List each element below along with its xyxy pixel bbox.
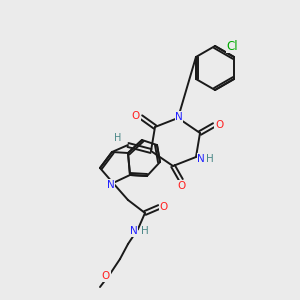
Text: N: N xyxy=(130,226,138,236)
Text: N: N xyxy=(197,154,205,164)
Text: O: O xyxy=(215,120,223,130)
Text: Cl: Cl xyxy=(226,40,238,52)
Text: O: O xyxy=(102,271,110,281)
Text: N: N xyxy=(107,180,115,190)
Text: O: O xyxy=(132,111,140,121)
Text: O: O xyxy=(160,202,168,212)
Text: H: H xyxy=(206,154,214,164)
Text: H: H xyxy=(114,133,122,143)
Text: H: H xyxy=(141,226,149,236)
Text: N: N xyxy=(175,112,183,122)
Text: O: O xyxy=(178,181,186,191)
